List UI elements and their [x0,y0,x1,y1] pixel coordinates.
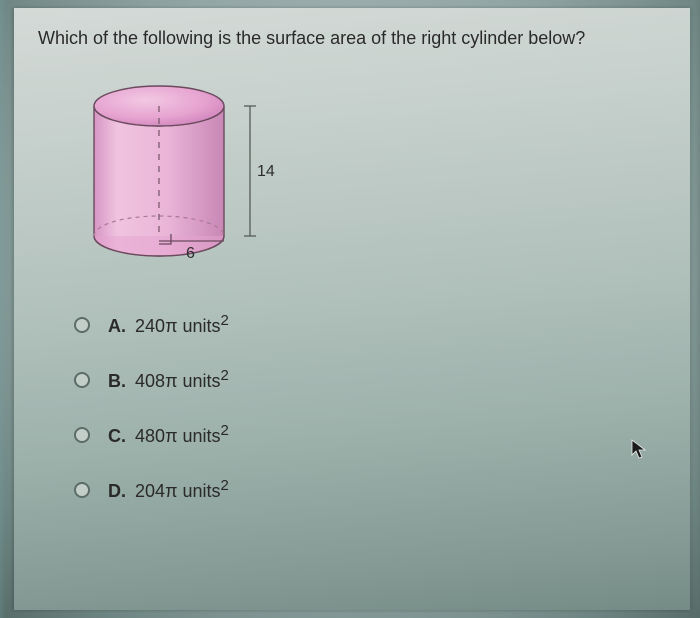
unit-sup: 2 [221,367,229,384]
unit-sup: 2 [221,422,229,439]
radio-icon[interactable] [74,427,90,443]
option-value: 240 [135,316,165,336]
option-label: C. 480π units2 [108,422,229,447]
screen-edge-left [0,0,6,618]
unit-text: units [177,316,220,336]
pi-symbol: π [165,316,177,336]
question-card: Which of the following is the surface ar… [14,8,690,610]
cylinder-bottom-front [94,236,224,256]
radio-icon[interactable] [74,482,90,498]
option-value: 480 [135,426,165,446]
option-label: D. 204π units2 [108,477,229,502]
cylinder-svg: 6 14 [64,76,324,276]
unit-text: units [177,481,220,501]
radius-label: 6 [186,245,195,262]
option-a[interactable]: A. 240π units2 [74,312,666,337]
height-label: 14 [257,163,275,180]
option-label: A. 240π units2 [108,312,229,337]
option-c[interactable]: C. 480π units2 [74,422,666,447]
pi-symbol: π [165,426,177,446]
option-value: 204 [135,481,165,501]
unit-text: units [177,371,220,391]
pi-symbol: π [165,371,177,391]
option-b[interactable]: B. 408π units2 [74,367,666,392]
option-letter: C. [108,426,126,446]
option-letter: A. [108,316,126,336]
option-letter: B. [108,371,126,391]
radio-icon[interactable] [74,372,90,388]
option-letter: D. [108,481,126,501]
option-value: 408 [135,371,165,391]
options-group: A. 240π units2 B. 408π units2 C. 480π un… [74,312,666,502]
question-text: Which of the following is the surface ar… [38,26,666,50]
option-d[interactable]: D. 204π units2 [74,477,666,502]
unit-sup: 2 [221,312,229,329]
screen-edge-right [694,0,700,618]
pi-symbol: π [165,481,177,501]
option-label: B. 408π units2 [108,367,229,392]
unit-text: units [177,426,220,446]
radio-icon[interactable] [74,317,90,333]
cylinder-figure: 6 14 [64,76,324,276]
unit-sup: 2 [221,477,229,494]
